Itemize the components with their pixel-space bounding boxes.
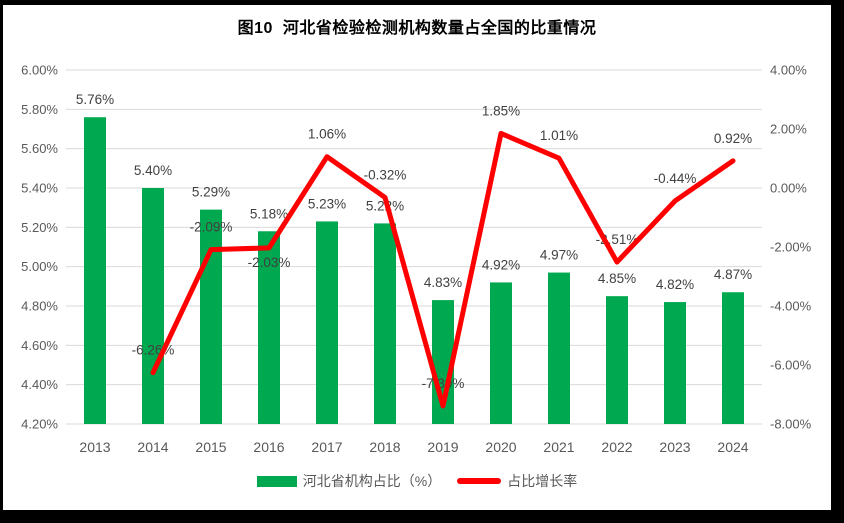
x-axis-tick-label-2021: 2021	[543, 439, 574, 455]
bar-label-2021: 4.97%	[540, 248, 578, 263]
line-label-2023: -0.44%	[654, 171, 697, 186]
y-axis-left-tick-label: 4.60%	[21, 338, 58, 353]
x-axis-tick-label-2013: 2013	[79, 439, 110, 455]
line-label-2015: -2.09%	[190, 220, 233, 235]
line-label-2021: 1.01%	[540, 128, 578, 143]
line-label-2017: 1.06%	[308, 127, 346, 142]
x-axis-tick-label-2019: 2019	[427, 439, 458, 455]
x-axis-tick-label-2018: 2018	[369, 439, 400, 455]
bar-2023	[664, 302, 686, 424]
bar-2014	[142, 188, 164, 424]
line-label-2019: -7.39%	[422, 376, 465, 391]
line-series-swatch-icon	[457, 478, 502, 484]
bar-2016	[258, 231, 280, 424]
bar-2017	[316, 221, 338, 424]
legend-item-bar-series: 河北省机构占比（%）	[256, 471, 442, 491]
line-label-2016: -2.03%	[248, 255, 291, 270]
bar-label-2013: 5.76%	[76, 92, 114, 107]
x-axis-tick-label-2016: 2016	[253, 439, 284, 455]
chart-canvas: 图10 河北省检验检测机构数量占全国的比重情况 6.00% 5.80% 5.60% 5…	[3, 5, 831, 510]
bar-series-swatch-icon	[256, 475, 297, 487]
y-axis-right-tick-label: 0.00%	[770, 181, 807, 196]
y-axis-right-tick-label: 2.00%	[770, 122, 807, 137]
chart-legend: 河北省机构占比（%） 占比增长率	[3, 471, 831, 491]
x-axis-tick-label-2017: 2017	[311, 439, 342, 455]
bar-2015	[200, 209, 222, 424]
y-axis-left-tick-label: 5.60%	[21, 141, 58, 156]
y-axis-left-tick-label: 5.80%	[21, 102, 58, 117]
y-axis-left-tick-label: 5.00%	[21, 259, 58, 274]
y-axis-left-tick-label: 6.00%	[21, 63, 58, 78]
line-label-2018: -0.32%	[364, 167, 407, 182]
legend-label-bar-series: 河北省机构占比（%）	[302, 473, 442, 489]
line-label-2024: 0.92%	[714, 131, 752, 146]
bar-2020	[490, 282, 512, 424]
y-axis-left-tick-label: 5.20%	[21, 220, 58, 235]
x-axis-tick-label-2014: 2014	[137, 439, 168, 455]
bar-label-2020: 4.92%	[482, 257, 520, 272]
y-axis-left-tick-label: 5.40%	[21, 181, 58, 196]
bar-label-2014: 5.40%	[134, 163, 172, 178]
y-axis-left-tick-label: 4.40%	[21, 377, 58, 392]
y-axis-left-tick-label: 4.80%	[21, 299, 58, 314]
y-axis-right-tick-label: -8.00%	[770, 417, 812, 432]
bar-label-2017: 5.23%	[308, 196, 346, 211]
x-axis-tick-label-2023: 2023	[659, 439, 690, 455]
x-axis-tick-label-2015: 2015	[195, 439, 226, 455]
line-label-2020: 1.85%	[482, 103, 520, 118]
y-axis-left-tick-label: 4.20%	[21, 417, 58, 432]
y-axis-right-tick-label: -2.00%	[770, 240, 812, 255]
x-axis-tick-label-2022: 2022	[601, 439, 632, 455]
bar-label-2015: 5.29%	[192, 185, 230, 200]
bar-label-2016: 5.18%	[250, 206, 288, 221]
bar-label-2019: 4.83%	[424, 275, 462, 290]
growth-rate-line	[150, 130, 736, 409]
x-axis-tick-label-2024: 2024	[717, 439, 748, 455]
y-axis-right-tick-label: 4.00%	[770, 63, 807, 78]
y-axis-right-tick-label: -6.00%	[770, 358, 812, 373]
bar-2018	[374, 223, 396, 424]
bar-label-2023: 4.82%	[656, 277, 694, 292]
legend-label-line-series: 占比增长率	[507, 473, 578, 489]
bar-label-2024: 4.87%	[714, 267, 752, 282]
x-axis-tick-label-2020: 2020	[485, 439, 516, 455]
y-axis-right-tick-label: -4.00%	[770, 299, 812, 314]
chart-title: 图10 河北省检验检测机构数量占全国的比重情况	[237, 20, 597, 37]
bar-2013	[84, 117, 106, 424]
bar-2024	[722, 292, 744, 424]
bar-label-2022: 4.85%	[598, 271, 636, 286]
bar-2021	[548, 272, 570, 424]
legend-item-line-series: 占比增长率	[457, 471, 577, 491]
bar-2022	[606, 296, 628, 424]
